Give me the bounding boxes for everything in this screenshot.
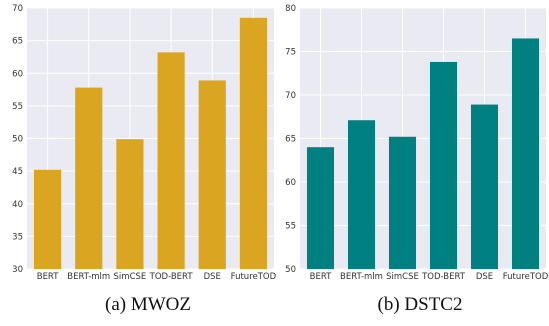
mwoz-y-tick-label: 45 (12, 167, 23, 177)
mwoz-y-tick-label: 40 (12, 200, 23, 210)
caption-mwoz: (a) MWOZ (105, 294, 191, 315)
chart-dstc2: 50 55 60 65 70 75 80 BERT BERT-mlm SimCSE TOD-BERT… (285, 4, 549, 282)
dstc2-y-tick-label: 65 (285, 135, 296, 145)
caption-dstc2: (b) DSTC2 (378, 294, 463, 315)
dstc2-x-tick-label: TOD-BERT (421, 272, 466, 282)
mwoz-x-tick-label: SimCSE (114, 272, 147, 282)
mwoz-y-tick-label: 70 (12, 4, 23, 14)
dstc2-bar-simcse (388, 136, 417, 269)
dstc2-bar-bert (306, 147, 335, 269)
dstc2-x-tick-label: BERT (310, 272, 332, 282)
mwoz-y-tick-label: 55 (12, 102, 23, 112)
chart-mwoz: 30 35 40 45 50 55 60 65 70 BERT BERT-mlm SimCSE TOD-… (12, 4, 276, 282)
dstc2-bar-futuretod (511, 38, 540, 270)
dstc2-y-tick-label: 80 (285, 4, 296, 14)
mwoz-bar-bert-mlm (75, 87, 103, 269)
mwoz-x-tick-label: FutureTOD (231, 272, 277, 282)
dstc2-y-tick-label: 50 (285, 265, 296, 275)
mwoz-y-tick-label: 60 (12, 69, 23, 79)
dstc2-bar-bert-mlm (347, 120, 376, 269)
dstc2-bar-dse (470, 104, 499, 269)
mwoz-bar-simcse (116, 139, 144, 269)
mwoz-bar-futuretod (239, 17, 268, 269)
dstc2-bar-tod-bert (429, 61, 458, 269)
dstc2-y-tick-label: 75 (285, 48, 296, 58)
mwoz-bar-tod-bert (157, 52, 185, 270)
dstc2-y-tick-label: 60 (285, 178, 296, 188)
mwoz-y-tick-label: 65 (12, 37, 23, 47)
dstc2-x-tick-label: BERT-mlm (340, 272, 383, 282)
dstc2-x-tick-label: FutureTOD (503, 272, 549, 282)
mwoz-y-tick-label: 50 (12, 135, 23, 145)
dstc2-x-tick-label: DSE (476, 272, 493, 282)
mwoz-y-tick-label: 30 (12, 265, 23, 275)
mwoz-y-tick-label: 35 (12, 232, 23, 242)
mwoz-x-tick-label: BERT (37, 272, 59, 282)
mwoz-x-tick-label: DSE (204, 272, 221, 282)
dstc2-x-tick-label: SimCSE (386, 272, 419, 282)
dstc2-y-tick-label: 55 (285, 222, 296, 232)
dstc2-y-tick-label: 70 (285, 91, 296, 101)
mwoz-bar-bert (33, 169, 62, 269)
mwoz-bar-dse (198, 80, 226, 270)
mwoz-x-tick-label: BERT-mlm (67, 272, 110, 282)
mwoz-x-tick-label: TOD-BERT (149, 272, 194, 282)
